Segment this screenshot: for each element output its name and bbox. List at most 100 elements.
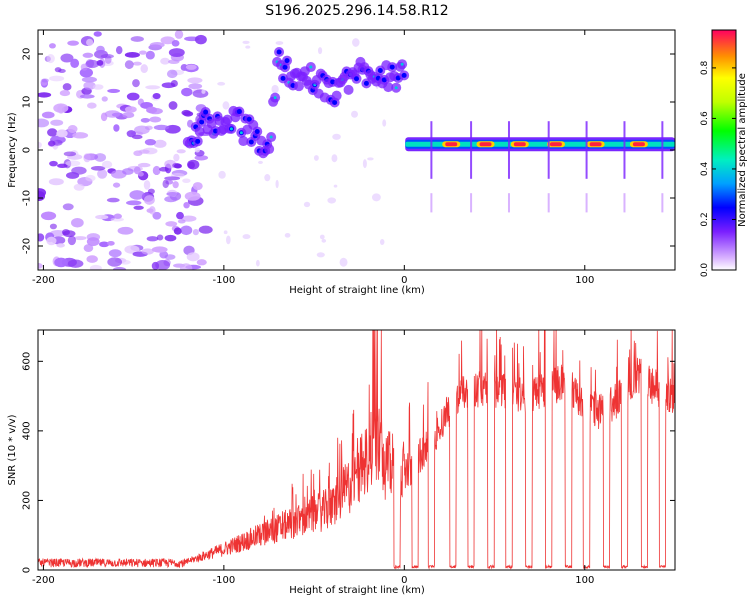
- noise-blob: [143, 195, 155, 205]
- carrier-pulse-core: [445, 142, 458, 147]
- noise-blob: [90, 165, 106, 171]
- noise-blob: [188, 83, 203, 90]
- noise-blob: [165, 221, 178, 227]
- noise-blob: [117, 226, 134, 235]
- noise-blob: [50, 229, 67, 237]
- noise-blob: [38, 233, 45, 242]
- spectrogram-xtick-label: 0: [401, 275, 407, 286]
- faint-blob: [331, 154, 338, 163]
- noise-blob: [97, 169, 108, 179]
- signal-blob: [305, 62, 316, 73]
- noise-blob: [70, 58, 80, 69]
- noise-blob: [67, 40, 79, 46]
- colorbar-tick-label: 0.4: [700, 162, 710, 177]
- noise-blob: [49, 75, 65, 82]
- colorbar-axes: 0.0 0.2 0.4 0.6 0.8: [700, 29, 737, 277]
- noise-blob: [63, 151, 77, 157]
- faint-blob: [333, 184, 338, 188]
- noise-blob: [194, 34, 207, 45]
- noise-blob: [38, 191, 46, 202]
- spectrogram-ytick-label: -20: [22, 238, 33, 254]
- faint-blob: [367, 157, 374, 161]
- noise-blob: [47, 128, 58, 137]
- noise-blob: [173, 153, 180, 162]
- faint-blob: [218, 170, 226, 179]
- noise-blob: [86, 233, 101, 241]
- noise-blob: [168, 101, 178, 110]
- noise-blob: [151, 261, 160, 270]
- noise-blob: [184, 191, 201, 201]
- noise-blob: [151, 246, 168, 253]
- noise-blob: [198, 225, 213, 234]
- faint-blob: [275, 41, 284, 45]
- colorbar-gradient: [712, 30, 736, 270]
- signal-blob: [331, 90, 342, 101]
- colorbar-tick-label: 0.6: [700, 111, 710, 126]
- carrier-pulse-core: [479, 142, 492, 147]
- snr-panel: -200 -100 0 100 0 200 400 600 Height of straigh…: [7, 329, 676, 596]
- noise-blob: [129, 190, 145, 200]
- noise-blob: [141, 248, 154, 255]
- faint-blob: [379, 239, 385, 246]
- noise-blob: [71, 166, 87, 175]
- noise-blob: [83, 244, 94, 253]
- noise-blob: [143, 180, 151, 190]
- snr-axes: -200 -100 0 100 0 200 400 600: [22, 330, 675, 586]
- noise-blob: [85, 59, 100, 69]
- spectrogram-xlabel: Height of straight line (km): [289, 285, 425, 296]
- signal-blob: [293, 81, 304, 92]
- faint-blob: [319, 234, 325, 240]
- noise-blob: [156, 234, 164, 241]
- noise-blob: [164, 176, 181, 181]
- faint-blob: [362, 159, 367, 169]
- noise-blob: [79, 94, 95, 99]
- noise-blob: [80, 63, 88, 71]
- spectrogram-ytick-label: 0: [22, 147, 33, 153]
- noise-blob: [176, 211, 184, 220]
- snr-ytick-label: 0: [22, 567, 33, 573]
- noise-blob: [101, 160, 113, 169]
- snr-xlabel: Height of straight line (km): [289, 585, 425, 596]
- noise-blob: [174, 30, 184, 39]
- noise-blob: [49, 160, 58, 167]
- noise-blob: [164, 254, 176, 260]
- noise-blob: [133, 205, 144, 210]
- noise-blob: [107, 240, 115, 246]
- spectrogram-ylabel: Frequency (Hz): [7, 112, 18, 188]
- noise-blob: [49, 43, 56, 49]
- noise-blob: [133, 166, 141, 175]
- noise-blob: [182, 178, 191, 184]
- colorbar-frame: [711, 29, 737, 271]
- noise-blob: [182, 111, 194, 117]
- signal-blob: [192, 136, 203, 147]
- faint-blob: [201, 89, 206, 94]
- noise-blob: [113, 213, 122, 219]
- noise-blob: [38, 141, 42, 149]
- noise-blob: [173, 227, 182, 235]
- noise-blob: [73, 236, 87, 241]
- noise-blob: [155, 260, 171, 270]
- noise-blob: [72, 132, 89, 139]
- noise-blob: [160, 36, 175, 45]
- signal-blob: [270, 92, 281, 103]
- noise-blob: [94, 153, 107, 162]
- snr-xtick-label: 0: [401, 575, 407, 586]
- noise-blob: [152, 211, 162, 220]
- signal-blob: [399, 70, 410, 81]
- noise-blob: [168, 48, 185, 57]
- noise-blob: [62, 230, 76, 238]
- noise-blob: [54, 67, 62, 73]
- noise-blob: [125, 106, 137, 113]
- noise-blob: [57, 104, 65, 114]
- noise-blob: [176, 149, 186, 154]
- noise-blob: [81, 76, 97, 83]
- spectrogram-ytick-label: 20: [22, 48, 33, 61]
- chart-title: S196.2025.296.14.58.R12: [265, 3, 448, 19]
- noise-blob: [145, 85, 161, 90]
- noise-blob: [124, 52, 140, 58]
- faint-blob: [242, 40, 250, 44]
- signal-blob: [387, 62, 398, 73]
- colorbar-tick-label: 0.2: [700, 212, 710, 226]
- noise-blob: [41, 78, 49, 83]
